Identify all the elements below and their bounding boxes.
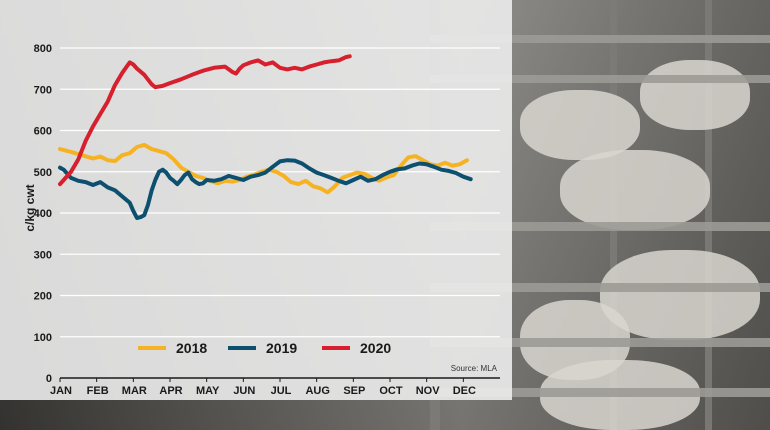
gridlines [60,47,500,338]
y-axis-ticks: 0 100 200 300 400 500 600 700 800 [34,43,52,385]
x-tick-label: SEP [343,385,365,397]
y-tick-label: 700 [34,84,52,96]
x-tick-label: AUG [305,385,329,397]
y-tick-label: 200 [34,291,52,303]
x-tick-label: JAN [50,385,72,397]
x-tick-label: OCT [379,385,403,397]
y-tick-label: 400 [34,208,52,220]
x-tick-label: MAR [122,385,147,397]
x-tick-label: APR [159,385,182,397]
y-tick-label: 800 [34,43,52,55]
y-axis-label: c/kg cwt [23,184,37,231]
x-tick-label: DEC [453,385,476,397]
x-tick-label: MAY [196,385,220,397]
legend: 2018 2019 2020 [138,340,391,356]
x-tick-label: FEB [87,385,109,397]
legend-label-2019: 2019 [266,340,297,356]
y-tick-label: 500 [34,167,52,179]
x-axis-ticks: JAN FEB MAR APR MAY JUN JUL AUG SEP OCT NOV DEC [50,377,500,397]
y-tick-label: 100 [34,332,52,344]
chart-panel [0,0,512,400]
legend-label-2018: 2018 [176,340,207,356]
y-tick-label: 0 [46,373,52,385]
series-line-2019 [58,158,473,220]
x-tick-label: JUN [233,385,255,397]
series-lines [58,54,473,220]
y-tick-label: 300 [34,249,52,261]
legend-label-2020: 2020 [360,340,391,356]
x-tick-label: NOV [416,385,441,397]
y-tick-label: 600 [34,126,52,138]
source-note: Source: MLA [451,364,498,373]
x-tick-label: JUL [271,385,292,397]
series-line-2020 [58,54,352,187]
